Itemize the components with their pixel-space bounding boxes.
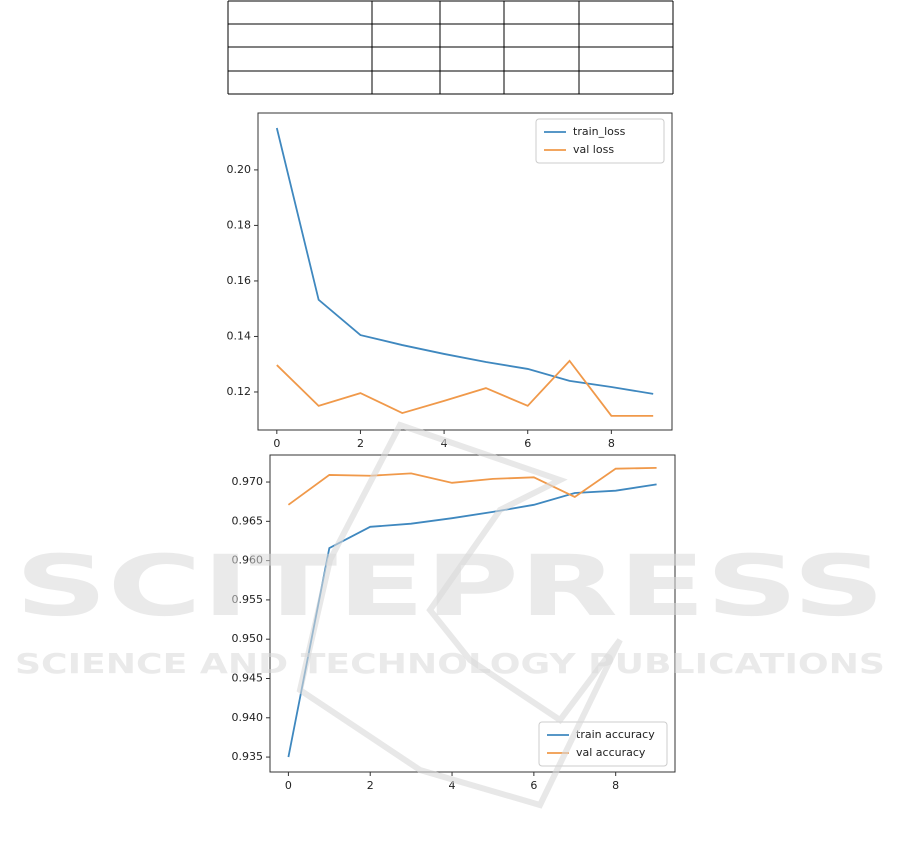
table: [227, 0, 674, 95]
x-tick-label: 8: [612, 779, 619, 792]
chart: 0.935 0.940 0.945 0.950 0.955 0.960 0.965 0.970…: [232, 454, 676, 792]
legend-label: train accuracy: [576, 728, 655, 741]
x-tick-label: 2: [357, 437, 364, 450]
x-tick-label: 0: [273, 437, 280, 450]
y-tick-label: 0.950: [232, 632, 264, 645]
legend-label: val loss: [573, 143, 614, 156]
y-tick-label: 0.960: [232, 554, 264, 567]
x-tick-label: 6: [524, 437, 531, 450]
x-tick-label: 8: [608, 437, 615, 450]
x-tick-label: 6: [530, 779, 537, 792]
data-line: [275, 127, 654, 395]
legend-label: val accuracy: [576, 746, 646, 759]
y-tick-label: 0.940: [232, 711, 264, 724]
y-tick-label: 0.945: [232, 671, 264, 684]
y-tick-label: 0.935: [232, 750, 264, 763]
x-tick-label: 0: [285, 779, 292, 792]
y-tick-label: 0.16: [227, 274, 252, 287]
y-tick-label: 0.970: [232, 475, 264, 488]
plot-frame: [269, 454, 676, 773]
watermark-subtitle: SCIENCE AND TECHNOLOGY PUBLICATIONS: [15, 647, 885, 680]
y-tick-label: 0.20: [227, 163, 252, 176]
y-tick-label: 0.18: [227, 218, 252, 231]
y-tick-label: 0.14: [227, 329, 252, 342]
x-tick-label: 4: [449, 779, 456, 792]
data-line: [276, 359, 654, 417]
plot-frame: [257, 112, 673, 431]
x-tick-label: 2: [367, 779, 374, 792]
data-line: [287, 483, 657, 758]
legend-frame: [535, 118, 665, 164]
data-line: [287, 466, 657, 506]
legend-frame: [538, 721, 668, 767]
legend-label: train_loss: [573, 125, 626, 138]
watermark-title: SCITEPRESS: [15, 537, 885, 635]
legend: train accuracy val accuracy: [538, 721, 668, 767]
y-tick-label: 0.12: [227, 385, 252, 398]
y-tick-label: 0.965: [232, 514, 264, 527]
watermark-logo: [296, 421, 623, 809]
y-tick-label: 0.955: [232, 593, 264, 606]
x-tick-label: 4: [441, 437, 448, 450]
